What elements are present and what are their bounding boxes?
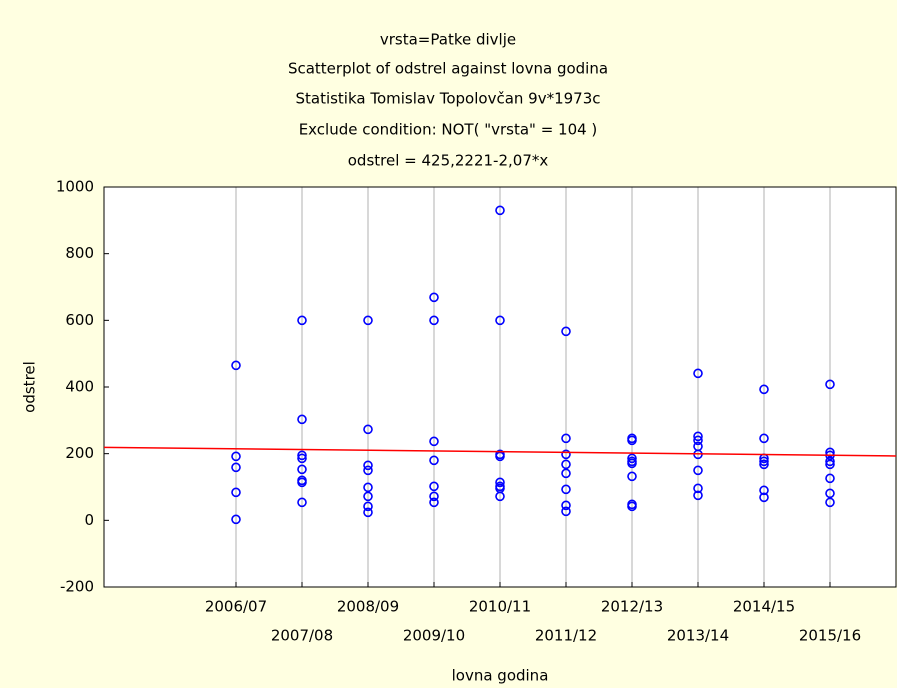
point (297, 315, 307, 326)
point (759, 459, 769, 470)
point (693, 368, 703, 379)
point (825, 456, 835, 467)
point (825, 459, 835, 470)
point (429, 292, 439, 303)
chart-title: vrsta=Patke divlje (380, 31, 516, 49)
point (627, 453, 637, 464)
y-tick-label: 0 (84, 511, 94, 529)
point (561, 459, 571, 470)
point (495, 315, 505, 326)
point (759, 384, 769, 395)
point (363, 315, 373, 326)
point (759, 456, 769, 467)
point (825, 447, 835, 458)
y-tick-label: 1000 (56, 178, 94, 196)
point (825, 488, 835, 499)
point (693, 431, 703, 442)
y-tick-label: 600 (65, 311, 94, 329)
point (297, 497, 307, 508)
point (363, 507, 373, 518)
point (825, 379, 835, 390)
point (495, 477, 505, 488)
point (561, 506, 571, 517)
point (297, 453, 307, 464)
point (627, 501, 637, 512)
point (561, 449, 571, 460)
point (693, 465, 703, 476)
point (363, 482, 373, 493)
point (693, 483, 703, 494)
point (363, 491, 373, 502)
point (231, 360, 241, 371)
point (363, 465, 373, 476)
point (561, 468, 571, 479)
y-tick-label: 400 (65, 378, 94, 396)
subtitle: Exclude condition: NOT( "vrsta" = 104 ) (299, 121, 598, 139)
y-tick-label: 200 (65, 444, 94, 462)
point (231, 451, 241, 462)
point (495, 491, 505, 502)
x-tick-label: 2013/14 (667, 627, 729, 645)
y-tick-label: 800 (65, 244, 94, 262)
plot-border (103, 186, 897, 588)
subtitle: odstrel = 425,2221-2,07*x (348, 152, 549, 170)
point (759, 433, 769, 444)
point (297, 477, 307, 488)
x-tick-label: 2006/07 (205, 598, 267, 616)
x-tick-label: 2009/10 (403, 627, 465, 645)
x-tick-label: 2010/11 (469, 598, 531, 616)
point (297, 450, 307, 461)
x-tick-label: 2011/12 (535, 627, 597, 645)
point (495, 205, 505, 216)
subtitle: Statistika Tomislav Topolovčan 9v*1973c (295, 90, 600, 108)
point (429, 481, 439, 492)
point (231, 514, 241, 525)
point (627, 435, 637, 446)
x-tick-label: 2008/09 (337, 598, 399, 616)
point (759, 485, 769, 496)
point (759, 492, 769, 503)
point (429, 491, 439, 502)
point (363, 460, 373, 471)
point (297, 464, 307, 475)
point (561, 500, 571, 511)
x-axis-label: lovna godina (452, 667, 549, 685)
point (825, 497, 835, 508)
subtitle: Scatterplot of odstrel against lovna god… (288, 60, 608, 78)
point (363, 501, 373, 512)
point (231, 462, 241, 473)
point (231, 487, 241, 498)
point (561, 326, 571, 337)
fit-line (103, 446, 897, 457)
point (429, 497, 439, 508)
point (363, 424, 373, 435)
point (627, 458, 637, 469)
x-tick-label: 2014/15 (733, 598, 795, 616)
point (429, 436, 439, 447)
point (693, 490, 703, 501)
point (297, 414, 307, 425)
x-tick-label: 2012/13 (601, 598, 663, 616)
point (429, 455, 439, 466)
point (429, 315, 439, 326)
point (627, 471, 637, 482)
point (693, 435, 703, 446)
point (825, 473, 835, 484)
y-tick-label: -200 (60, 578, 94, 596)
y-axis-label: odstrel (21, 361, 39, 413)
x-tick-label: 2015/16 (799, 627, 861, 645)
point (561, 484, 571, 495)
point (561, 433, 571, 444)
x-tick-label: 2007/08 (271, 627, 333, 645)
